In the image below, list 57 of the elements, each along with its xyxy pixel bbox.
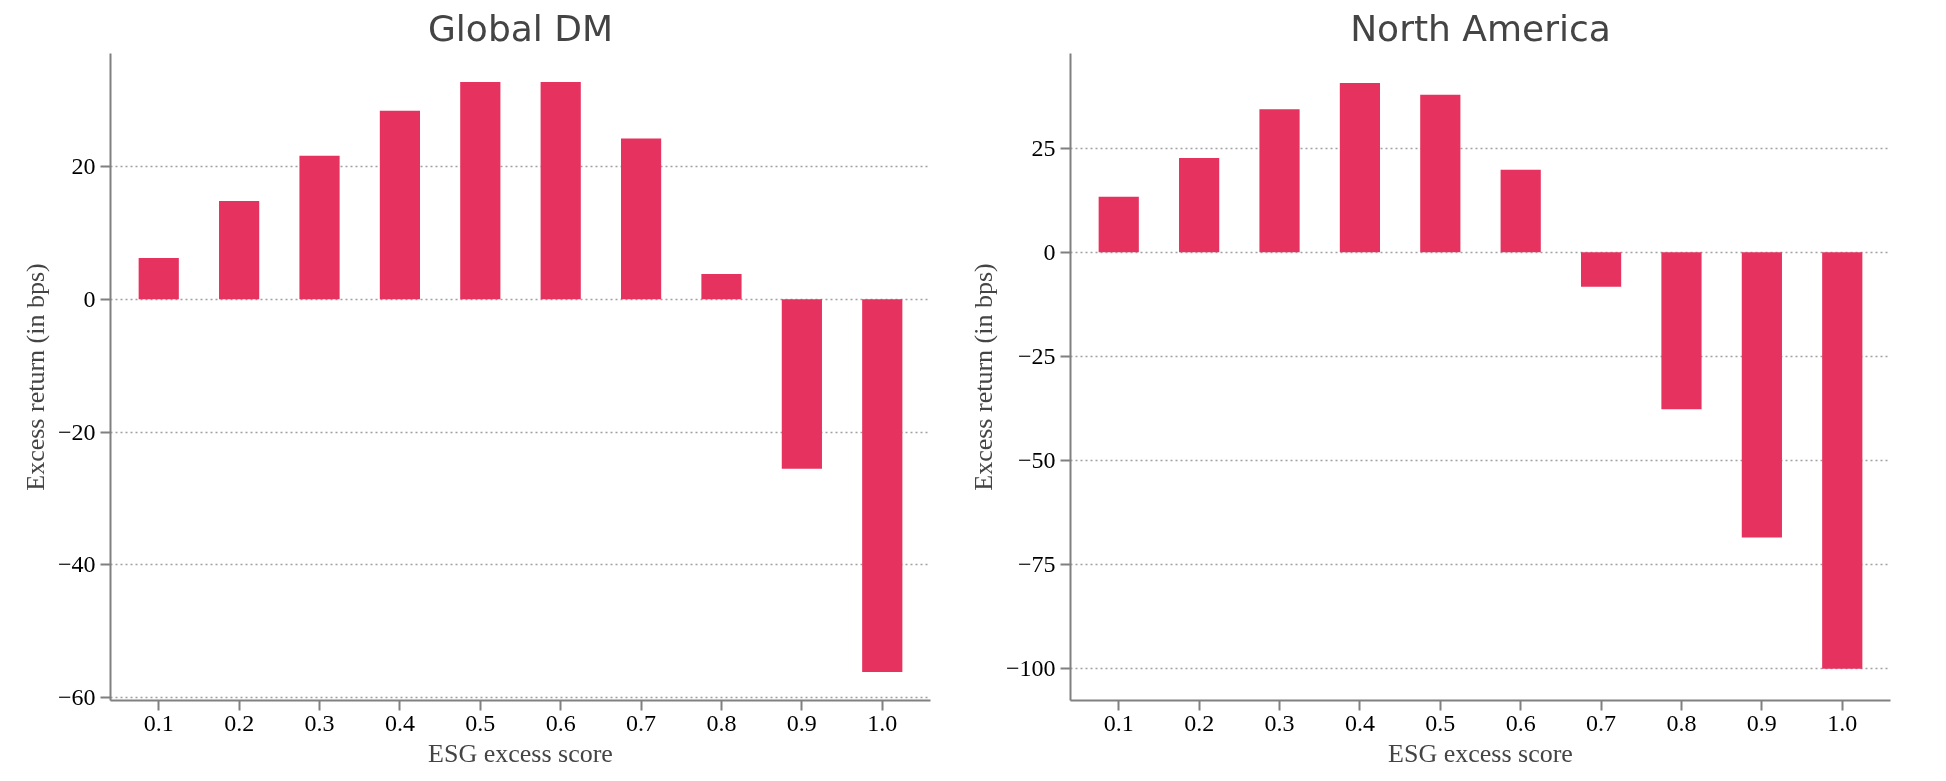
bar: [1741, 252, 1782, 538]
x-tick-label: 0.2: [1184, 709, 1215, 736]
y-tick-label: −100: [1005, 655, 1056, 682]
x-tick-label: 0.7: [626, 709, 657, 736]
chart-title: Global DM: [427, 7, 614, 49]
x-tick-label: 0.7: [1586, 709, 1617, 736]
bar: [1822, 252, 1863, 669]
x-tick-label: 0.8: [1666, 709, 1697, 736]
bar: [862, 299, 903, 672]
y-tick-label: 0: [83, 285, 96, 312]
x-tick-label: 0.8: [706, 709, 737, 736]
y-tick-label: −60: [57, 684, 96, 711]
x-tick-label: 0.4: [384, 709, 415, 736]
y-tick-label: −40: [57, 551, 96, 578]
y-tick-label: −75: [1017, 551, 1056, 578]
x-tick-label: 0.4: [1344, 709, 1375, 736]
y-tick-label: −20: [57, 418, 96, 445]
x-tick-label: 0.5: [465, 709, 496, 736]
x-tick-label: 0.5: [1425, 709, 1456, 736]
chart-title: North America: [1350, 7, 1611, 49]
bar: [138, 258, 179, 300]
y-tick-label: 25: [1031, 134, 1056, 161]
bar: [540, 82, 581, 300]
bar: [781, 299, 822, 469]
bar: [1179, 158, 1220, 253]
bar: [620, 138, 662, 300]
x-axis-title: ESG excess score: [428, 738, 613, 768]
y-axis-title: Excess return (in bps): [20, 263, 50, 491]
x-tick-label: 0.1: [143, 709, 174, 736]
y-tick-label: 20: [71, 152, 96, 179]
bar: [1339, 83, 1381, 253]
x-tick-label: 0.6: [545, 709, 576, 736]
x-tick-label: 0.3: [1264, 709, 1295, 736]
bar: [1420, 94, 1461, 253]
bar: [1259, 109, 1300, 253]
y-tick-label: −25: [1017, 342, 1056, 369]
bar: [1661, 252, 1702, 410]
bar: [299, 155, 340, 300]
x-tick-label: 0.3: [304, 709, 335, 736]
y-axis-title: Excess return (in bps): [968, 263, 998, 491]
bar: [460, 82, 501, 300]
x-tick-label: 0.1: [1103, 709, 1134, 736]
x-tick-label: 0.9: [786, 709, 817, 736]
bar: [701, 274, 742, 300]
bar: [219, 200, 260, 300]
x-tick-label: 0.9: [1746, 709, 1777, 736]
x-tick-label: 0.2: [224, 709, 255, 736]
bar: [1500, 169, 1541, 253]
y-tick-label: −50: [1017, 447, 1056, 474]
x-tick-label: 0.6: [1505, 709, 1536, 736]
bar: [1580, 252, 1622, 287]
bar: [379, 110, 421, 300]
x-tick-label: 1.0: [867, 709, 898, 736]
bar: [1098, 196, 1139, 253]
y-tick-label: 0: [1043, 238, 1056, 265]
x-tick-label: 1.0: [1827, 709, 1858, 736]
x-axis-title: ESG excess score: [1388, 738, 1573, 768]
